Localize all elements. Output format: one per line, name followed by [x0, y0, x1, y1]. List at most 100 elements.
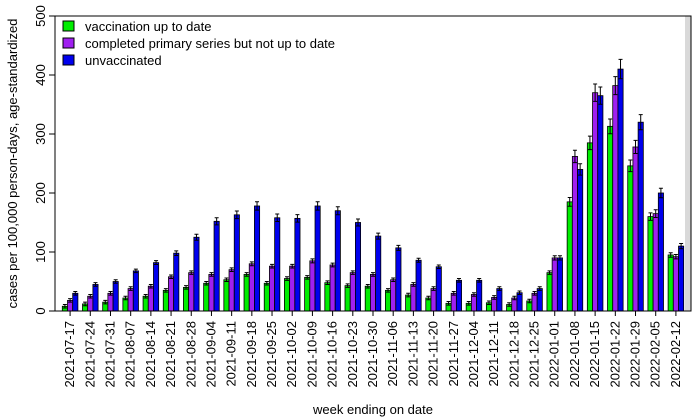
bar — [248, 263, 255, 312]
shaded-region — [684, 16, 691, 311]
error-bar — [376, 232, 381, 240]
error-bar — [103, 299, 108, 305]
error-bar — [224, 277, 229, 282]
x-tick-label: 2022-01-08 — [567, 321, 582, 388]
error-bar — [638, 114, 643, 131]
x-tick-label: 2022-01-22 — [607, 321, 622, 388]
error-bar — [628, 159, 633, 173]
bar — [355, 222, 362, 312]
error-bar — [365, 283, 370, 289]
error-bar — [537, 286, 542, 291]
legend-swatch — [62, 20, 75, 32]
bar — [334, 210, 341, 312]
error-bar — [578, 163, 583, 176]
bar — [208, 274, 215, 312]
bar — [289, 265, 296, 312]
error-bar — [189, 270, 194, 275]
error-bar — [163, 288, 168, 293]
x-tick-label: 2021-11-13 — [405, 321, 420, 387]
x-tick-label: 2021-09-25 — [264, 321, 279, 388]
y-axis-label: cases per 100,000 person-days, age-stand… — [5, 19, 20, 309]
bar — [309, 260, 316, 312]
error-bar — [648, 212, 653, 221]
error-bar — [436, 264, 441, 270]
error-bar — [133, 268, 138, 274]
error-bar — [547, 270, 552, 275]
legend-label: vaccination up to date — [85, 19, 211, 34]
error-bar — [608, 118, 613, 135]
x-tick-label: 2021-07-24 — [82, 321, 97, 388]
error-bar — [477, 278, 482, 283]
error-bar — [154, 260, 159, 266]
error-bar — [527, 298, 532, 304]
bar — [314, 205, 321, 312]
error-bar — [486, 300, 491, 306]
error-bar — [396, 244, 401, 251]
bar — [188, 272, 195, 312]
error-bar — [411, 282, 416, 287]
bar — [657, 192, 664, 312]
x-tick-label: 2022-01-15 — [587, 321, 602, 388]
x-tick-label: 2021-10-02 — [284, 321, 299, 388]
error-bar — [73, 291, 78, 296]
x-tick-label: 2021-12-18 — [506, 321, 521, 388]
x-tick-label: 2021-09-11 — [224, 321, 239, 387]
error-bar — [148, 283, 153, 289]
error-bar — [598, 86, 603, 105]
error-bar — [295, 214, 300, 223]
bar — [536, 288, 543, 312]
y-tick-label: 500 — [33, 5, 48, 27]
error-bar — [618, 58, 623, 80]
error-bar — [345, 283, 350, 288]
bar — [672, 256, 679, 312]
bar — [405, 294, 412, 312]
x-tick-label: 2021-10-16 — [325, 321, 340, 388]
error-bar — [214, 217, 219, 226]
bar — [516, 292, 523, 312]
bar — [637, 121, 644, 312]
bar — [627, 165, 634, 312]
bar — [390, 279, 397, 312]
bar — [274, 217, 281, 312]
error-bar — [62, 304, 67, 309]
bar — [369, 274, 376, 312]
error-bar — [264, 281, 269, 286]
legend-swatch — [62, 54, 75, 66]
error-bar — [113, 279, 118, 284]
x-tick-label: 2022-02-12 — [668, 321, 683, 388]
error-bar — [83, 301, 88, 307]
error-bar — [174, 250, 179, 256]
error-bar — [385, 288, 390, 293]
bar — [632, 146, 639, 312]
bar — [364, 285, 371, 312]
x-tick-label: 2021-12-04 — [466, 321, 481, 388]
error-bar — [446, 301, 451, 306]
bar — [375, 235, 382, 312]
bar — [147, 285, 154, 312]
bar — [667, 254, 674, 312]
error-bar — [128, 286, 133, 291]
error-bar — [310, 258, 315, 264]
bar — [476, 279, 483, 312]
error-bar — [88, 293, 93, 299]
x-tick-label: 2021-08-28 — [183, 321, 198, 388]
bar — [324, 282, 331, 312]
bar — [112, 281, 119, 312]
x-tick-label: 2021-11-20 — [426, 321, 441, 387]
error-bar — [532, 291, 537, 296]
legend-label: unvaccinated — [85, 53, 162, 68]
bar — [72, 292, 79, 312]
error-bar — [507, 302, 512, 307]
error-bar — [335, 206, 340, 216]
bar — [127, 288, 134, 312]
error-bar — [209, 272, 214, 277]
bar — [531, 292, 538, 312]
x-tick-label: 2021-11-06 — [385, 321, 400, 387]
bar — [455, 279, 462, 312]
error-bar — [244, 272, 249, 277]
error-bar — [653, 209, 658, 219]
error-bar — [431, 286, 436, 291]
bar — [577, 168, 584, 312]
bar — [344, 285, 351, 312]
